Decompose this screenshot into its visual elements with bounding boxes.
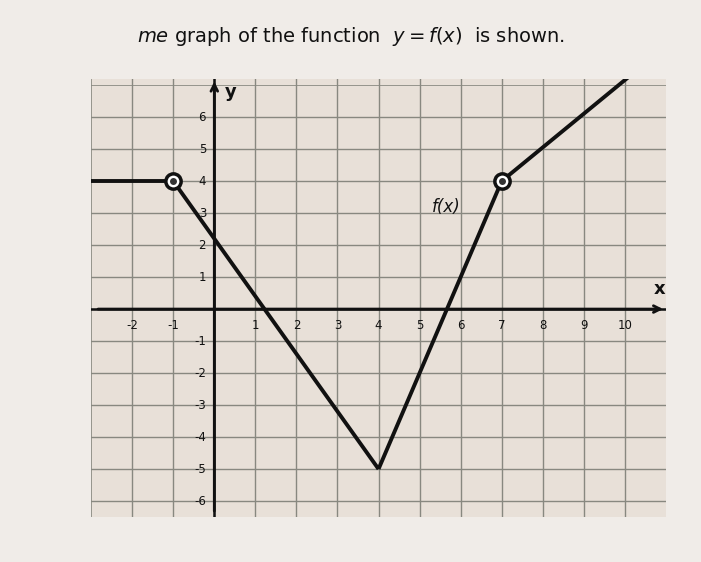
Text: 5: 5 [198, 143, 206, 156]
Text: 9: 9 [580, 319, 587, 332]
Text: 2: 2 [198, 238, 206, 252]
Text: 2: 2 [293, 319, 300, 332]
Text: -2: -2 [126, 319, 138, 332]
Text: 5: 5 [416, 319, 423, 332]
Text: 3: 3 [198, 207, 206, 220]
Text: f(x): f(x) [432, 198, 461, 216]
Text: -1: -1 [194, 334, 206, 347]
Text: $\mathit{me}$ graph of the function  $y = f(x)$  is shown.: $\mathit{me}$ graph of the function $y =… [137, 25, 564, 48]
Text: 6: 6 [198, 111, 206, 124]
Text: 7: 7 [498, 319, 505, 332]
Text: 6: 6 [457, 319, 464, 332]
Text: 1: 1 [198, 270, 206, 284]
Text: y: y [224, 84, 236, 102]
Text: -4: -4 [194, 430, 206, 443]
Text: -3: -3 [194, 398, 206, 411]
Text: -1: -1 [168, 319, 179, 332]
Text: -5: -5 [194, 463, 206, 475]
Text: x: x [654, 280, 666, 298]
Text: 10: 10 [618, 319, 632, 332]
Text: 3: 3 [334, 319, 341, 332]
Text: 8: 8 [539, 319, 547, 332]
Text: -2: -2 [194, 366, 206, 379]
Text: 1: 1 [252, 319, 259, 332]
Text: 4: 4 [375, 319, 382, 332]
Text: -6: -6 [194, 495, 206, 507]
Text: 4: 4 [198, 175, 206, 188]
